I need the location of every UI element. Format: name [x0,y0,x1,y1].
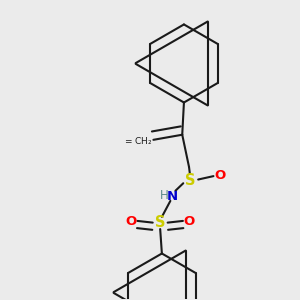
Text: S: S [155,215,165,230]
Text: O: O [183,215,195,228]
Text: H: H [160,189,169,202]
Text: $=$CH₂: $=$CH₂ [123,135,152,146]
Text: O: O [214,169,225,182]
Text: O: O [126,215,137,228]
Text: N: N [167,190,178,203]
Text: S: S [185,173,196,188]
